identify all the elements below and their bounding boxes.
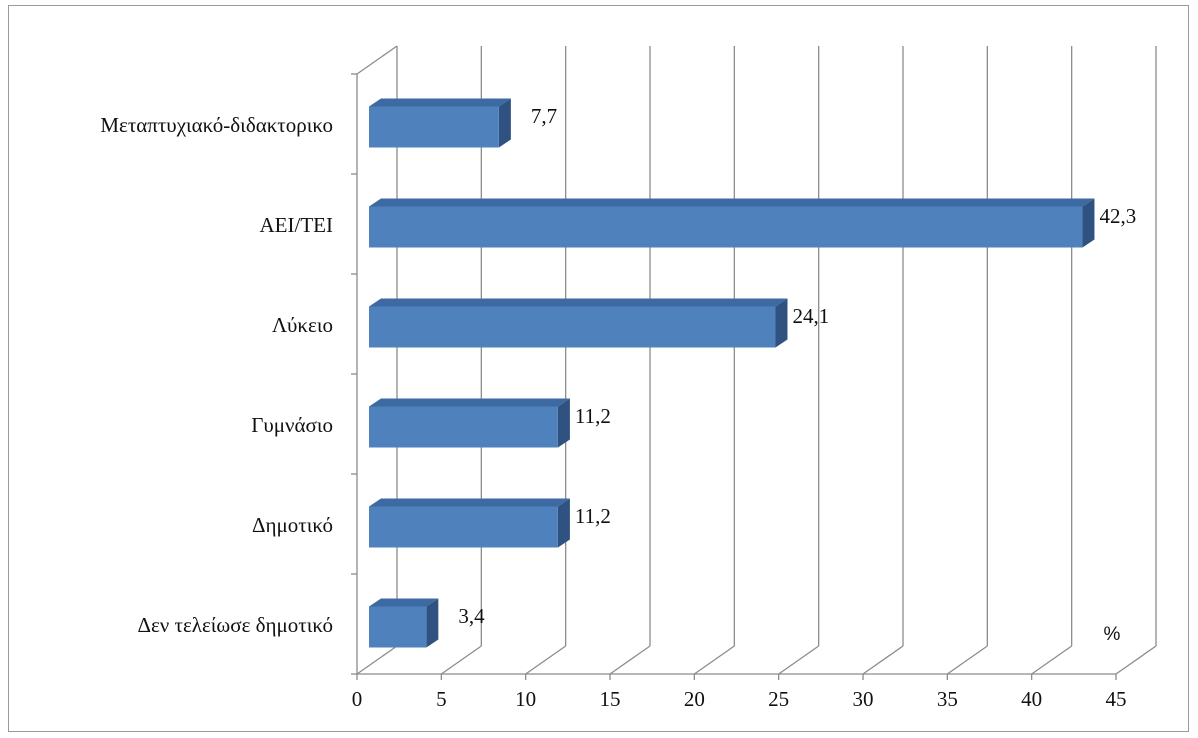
category-label: Γυμνάσιο bbox=[251, 413, 333, 437]
bar-top-face bbox=[369, 598, 439, 607]
data-label: 11,2 bbox=[575, 404, 611, 428]
data-label: 3,4 bbox=[458, 604, 485, 628]
floor-gridline bbox=[862, 645, 904, 675]
bar-top-face bbox=[369, 198, 1095, 207]
bar bbox=[369, 506, 558, 548]
bar-side-face bbox=[775, 298, 788, 348]
floor-gridline bbox=[609, 645, 651, 675]
bar-side-face bbox=[557, 498, 570, 548]
labels: 0 5 10 15 20 25 30 35 40 45 Μεταπτυχιακό-διδακτορι… bbox=[100, 104, 1136, 711]
floor-gridline bbox=[693, 645, 735, 675]
x-tick-label: 40 bbox=[1021, 687, 1042, 711]
unit-label: % bbox=[1104, 624, 1121, 645]
bar-top-face bbox=[369, 298, 788, 307]
bar bbox=[369, 406, 558, 448]
wall-top-line bbox=[356, 45, 398, 75]
x-tick-label: 45 bbox=[1106, 687, 1127, 711]
floor-gridline bbox=[1115, 645, 1157, 675]
x-tick-label: 25 bbox=[768, 687, 789, 711]
bar bbox=[369, 206, 1083, 248]
bar-side-face bbox=[426, 598, 439, 648]
data-label: 24,1 bbox=[792, 304, 829, 328]
bar-side-face bbox=[498, 98, 511, 148]
bars bbox=[369, 98, 1095, 648]
category-label: ΑΕΙ/ΤΕΙ bbox=[260, 213, 333, 237]
category-label: Δεν τελείωσε δημοτικό bbox=[137, 613, 333, 637]
bar-top-face bbox=[369, 498, 570, 507]
bar-top-face bbox=[369, 98, 511, 107]
floor-gridline bbox=[440, 645, 482, 675]
bar-side-face bbox=[557, 398, 570, 448]
data-label: 7,7 bbox=[531, 104, 557, 128]
floor-gridline bbox=[946, 645, 988, 675]
x-tick-label: 10 bbox=[515, 687, 536, 711]
x-tick-label: 15 bbox=[600, 687, 621, 711]
category-label: Μεταπτυχιακό-διδακτορικο bbox=[100, 113, 333, 137]
floor-gridline bbox=[356, 645, 398, 675]
data-label: 11,2 bbox=[575, 504, 611, 528]
bar-top-face bbox=[369, 398, 570, 407]
bar bbox=[369, 606, 427, 648]
floor-gridline bbox=[778, 645, 820, 675]
data-label: 42,3 bbox=[1099, 204, 1136, 228]
x-tick-label: 20 bbox=[684, 687, 705, 711]
bar bbox=[369, 306, 776, 348]
x-tick-label: 35 bbox=[937, 687, 958, 711]
category-label: Δημοτικό bbox=[252, 513, 333, 537]
bar-side-face bbox=[1082, 198, 1095, 248]
floor-gridline bbox=[525, 645, 567, 675]
category-label: Λύκειο bbox=[272, 313, 333, 337]
bar bbox=[369, 106, 499, 148]
x-tick-label: 5 bbox=[436, 687, 447, 711]
chart-frame bbox=[8, 5, 1189, 732]
x-tick-label: 30 bbox=[853, 687, 874, 711]
x-tick-label: 0 bbox=[352, 687, 363, 711]
floor-gridline bbox=[1031, 645, 1073, 675]
